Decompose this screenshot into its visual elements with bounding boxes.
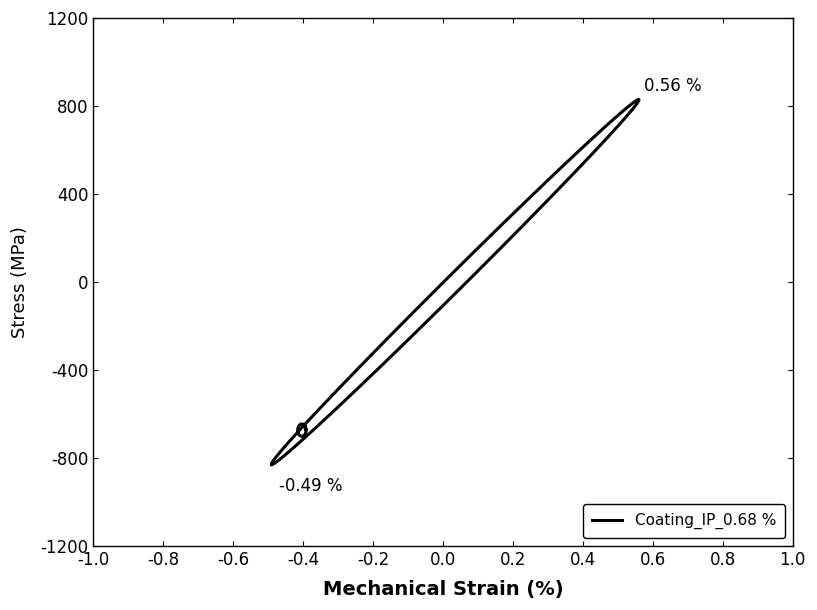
Legend: Coating_IP_0.68 %: Coating_IP_0.68 % [583,504,785,538]
Y-axis label: Stress (MPa): Stress (MPa) [11,226,29,338]
X-axis label: Mechanical Strain (%): Mechanical Strain (%) [323,580,563,599]
Text: -0.49 %: -0.49 % [279,476,342,495]
Text: 0.56 %: 0.56 % [644,77,702,95]
